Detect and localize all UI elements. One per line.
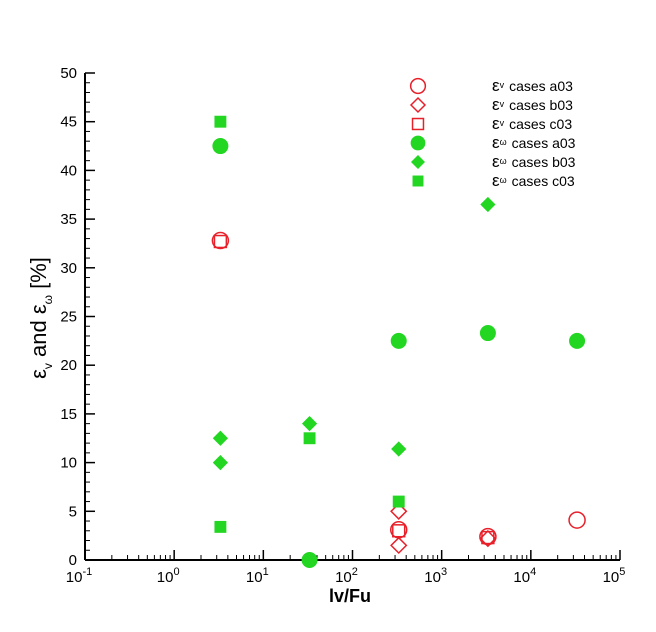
data-point: [568, 511, 586, 529]
y-tick-label: 50: [60, 65, 77, 82]
legend-label: εω cases c03: [492, 171, 575, 190]
y-title-sub-v: v: [41, 363, 55, 369]
x-tick-label: 105: [603, 566, 626, 586]
y-title-epsilon-v: ε: [26, 369, 51, 379]
legend-label: εω cases b03: [492, 152, 576, 171]
y-tick-label: 25: [60, 309, 77, 326]
y-axis: 0 5 10 15 20 25 30 35 40 45 50: [60, 65, 95, 569]
data-point: [479, 325, 496, 342]
y-tick-label: 45: [60, 114, 77, 131]
y-title-epsilon-omega: ε: [26, 304, 51, 314]
data-points: [211, 115, 586, 568]
x-tick-label: 101: [246, 566, 269, 586]
data-point: [392, 495, 405, 508]
y-tick-label: 40: [60, 162, 77, 179]
x-tick-label: 100: [157, 566, 180, 586]
legend-label: εv cases b03: [492, 95, 573, 114]
data-point: [213, 234, 228, 249]
y-title-sub-omega: ω: [41, 295, 55, 304]
legend-marker: [409, 77, 427, 95]
data-point: [214, 115, 227, 128]
y-tick-label: 30: [60, 260, 77, 277]
x-tick-label: 10-1: [66, 566, 92, 586]
legend-marker: [411, 117, 425, 131]
data-point: [392, 524, 406, 538]
legend-marker: [411, 155, 425, 169]
data-point: [391, 441, 407, 457]
data-point: [212, 430, 229, 446]
x-tick-label: 104: [513, 566, 536, 586]
data-point: [301, 552, 318, 568]
data-point: [214, 520, 227, 533]
legend-label: εv cases c03: [492, 114, 572, 133]
legend-marker: [409, 96, 427, 114]
data-point: [480, 196, 496, 213]
data-point: [301, 416, 318, 432]
y-title-unit: [%]: [26, 257, 51, 295]
data-point: [390, 536, 408, 555]
data-point: [303, 432, 316, 445]
data-point: [211, 231, 230, 250]
legend-marker: [412, 175, 424, 187]
legend-marker: [410, 135, 426, 151]
data-point: [481, 530, 495, 545]
x-tick-label: 102: [335, 566, 358, 586]
x-tick-label: 103: [424, 566, 447, 586]
y-tick-label: 5: [69, 503, 77, 520]
x-axis: 10-1 100 101 102 103 104 105: [66, 550, 626, 586]
x-axis-title: lv/Fu: [329, 586, 371, 606]
y-tick-label: 35: [60, 211, 77, 228]
data-point: [390, 502, 408, 520]
legend-label: εv cases a03: [492, 76, 573, 95]
data-point: [212, 455, 229, 471]
y-axis-title: εv and εω [%]: [26, 257, 55, 379]
data-point: [390, 332, 407, 349]
data-point: [569, 332, 586, 349]
data-point: [479, 527, 497, 546]
data-point: [479, 529, 497, 548]
y-tick-label: 10: [60, 455, 77, 472]
y-title-and: and: [26, 314, 51, 363]
y-tick-label: 20: [60, 357, 77, 374]
data-point: [212, 138, 229, 155]
y-tick-label: 0: [69, 552, 77, 569]
legend-label: εω cases a03: [492, 133, 576, 152]
y-tick-label: 15: [60, 406, 77, 423]
